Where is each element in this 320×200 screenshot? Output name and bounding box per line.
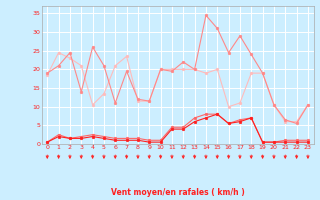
- Text: Vent moyen/en rafales ( km/h ): Vent moyen/en rafales ( km/h ): [111, 188, 244, 197]
